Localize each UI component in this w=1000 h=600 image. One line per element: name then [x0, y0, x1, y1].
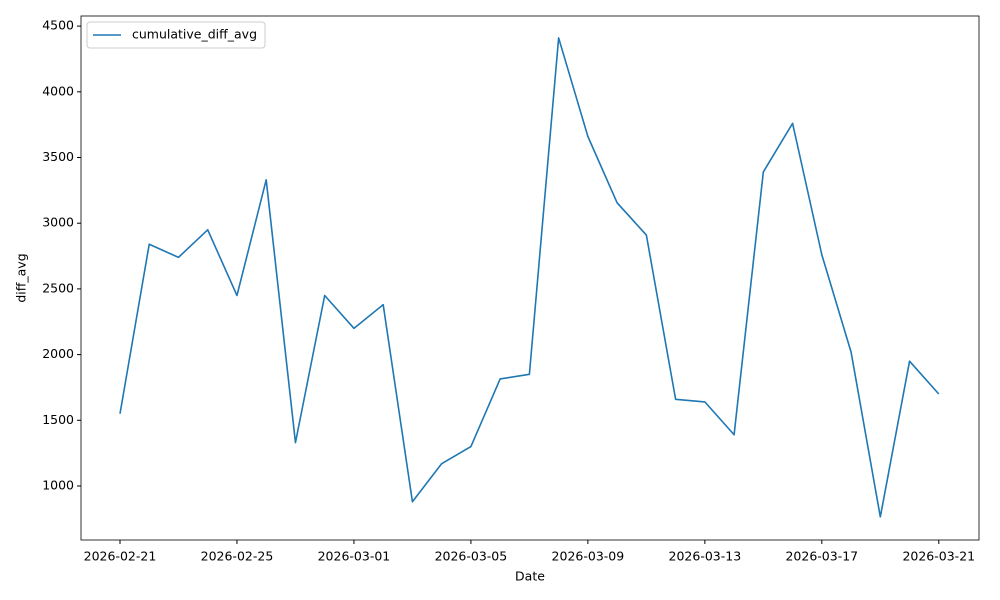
x-tick-label: 2026-03-21	[902, 549, 975, 564]
legend-label: cumulative_diff_avg	[132, 27, 257, 42]
y-tick-label: 4000	[42, 83, 74, 98]
x-tick-label: 2026-03-01	[318, 549, 391, 564]
y-tick-label: 1500	[42, 412, 74, 427]
y-tick-label: 2000	[42, 346, 74, 361]
plot-frame	[80, 15, 980, 541]
y-tick-label: 3500	[42, 149, 74, 164]
x-tick-label: 2026-03-05	[435, 549, 508, 564]
legend-box	[86, 21, 266, 49]
x-tick-label: 2026-03-09	[552, 549, 625, 564]
y-tick-label: 3000	[42, 215, 74, 230]
x-axis-label: Date	[515, 569, 545, 584]
y-tick-label: 4500	[42, 18, 74, 33]
x-tick-label: 2026-02-25	[201, 549, 274, 564]
y-axis-label: diff_avg	[14, 253, 29, 302]
legend: cumulative_diff_avg	[86, 21, 266, 49]
y-tick-label: 1000	[42, 477, 74, 492]
y-tick-label: 2500	[42, 280, 74, 295]
x-tick-label: 2026-03-13	[669, 549, 742, 564]
data-line	[119, 37, 940, 518]
x-tick-label: 2026-03-17	[785, 549, 858, 564]
x-tick-label: 2026-02-21	[84, 549, 157, 564]
